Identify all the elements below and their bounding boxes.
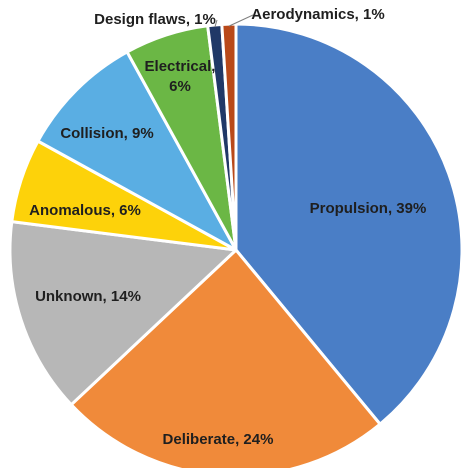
data-label-propulsion: Propulsion, 39% [310, 200, 427, 217]
data-label-collision: Collision, 9% [60, 125, 153, 142]
pie-slice-aerodynamics [220, 22, 238, 252]
leader-line-design-flaws [214, 19, 218, 28]
pie-slice-collision [36, 50, 238, 252]
leader-line-aerodynamics [228, 14, 254, 27]
pie-slice-propulsion [234, 22, 464, 426]
data-label-anomalous: Anomalous, 6% [29, 202, 141, 219]
labels-group: Propulsion, 39% Deliberate, 24% Unknown, 1… [29, 6, 426, 448]
data-label-unknown: Unknown, 14% [35, 288, 141, 305]
data-label-design-flaws: Design flaws, 1% [94, 11, 216, 28]
data-label-aerodynamics: Aerodynamics, 1% [251, 6, 384, 23]
data-label-deliberate: Deliberate, 24% [163, 431, 274, 448]
pie-slice-deliberate [69, 248, 382, 468]
data-label-electrical: Electrical, 6% [145, 58, 216, 95]
leader-lines-group [214, 14, 254, 28]
pie-slice-unknown [8, 220, 238, 407]
slices-group [8, 22, 464, 468]
